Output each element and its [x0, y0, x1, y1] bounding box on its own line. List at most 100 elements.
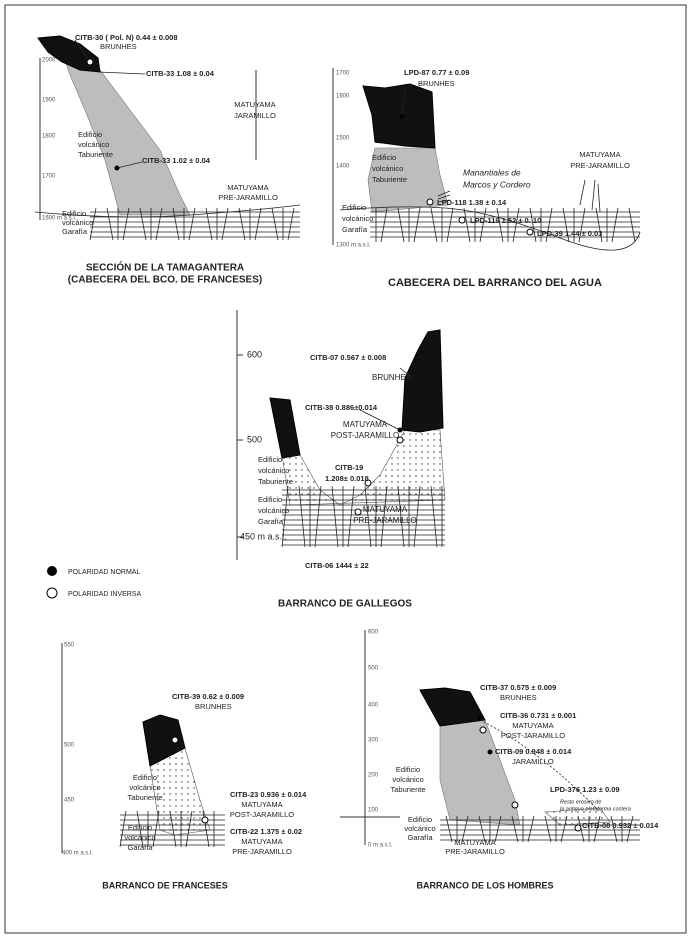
label: LPD-118 1.38 ± 0.14 — [437, 198, 507, 207]
label: 400 — [368, 703, 379, 709]
taburiente-unit — [281, 429, 446, 506]
hatch-line — [560, 815, 568, 843]
normal-polarity-cap — [142, 714, 186, 767]
label: Garafía — [407, 833, 433, 842]
contact — [339, 206, 641, 251]
hatch-line — [445, 815, 453, 843]
label: PRE-JARAMILLO — [353, 516, 417, 525]
label: 1600 m a.s.l. — [42, 216, 77, 222]
label: CITB-37 0.575 ± 0.009 — [480, 683, 556, 692]
label: CITB-09 0.948 ± 0.014 — [495, 747, 572, 756]
label: 550 — [64, 643, 75, 649]
label: 100 — [368, 808, 379, 814]
label: POST-JARAMILLO — [501, 731, 565, 740]
label: Manantiales de — [463, 167, 521, 177]
label: MATUYAMA — [579, 150, 620, 159]
taburiente-unit — [439, 719, 521, 826]
label: 400 m a.s.l. — [62, 851, 93, 857]
label: volcánico — [342, 214, 373, 223]
hatch-line — [430, 485, 438, 548]
label: Garafía — [258, 517, 284, 526]
label: CITB-23 0.936 ± 0.014 — [230, 790, 307, 799]
label: PRE-JARAMILLO — [570, 161, 630, 170]
hatch-line — [364, 485, 372, 548]
hatch-line — [626, 815, 634, 843]
hatch-line — [446, 207, 454, 243]
label: MATUYAMA — [227, 183, 268, 192]
label: CABECERA DEL BARRANCO DEL AGUA — [388, 277, 602, 289]
hatch-line — [172, 207, 180, 241]
label: CITB-38 0.886±0.014 — [305, 403, 378, 412]
shape — [74, 39, 91, 63]
hatch-line — [347, 485, 355, 548]
label: BRUNHES — [195, 702, 232, 711]
label: CITB-36 0.731 ± 0.001 — [500, 711, 576, 720]
hatch-line — [611, 207, 619, 243]
label: PRE-JARAMILLO — [445, 847, 505, 856]
hatch-line — [281, 485, 289, 548]
label: POLARIDAD INVERSA — [68, 591, 141, 598]
label: MATUYAMA — [241, 800, 282, 809]
label: BARRANCO DE LOS HOMBRES — [416, 880, 553, 890]
label: MATUYAMA — [363, 505, 408, 514]
label: MATUYAMA — [343, 420, 388, 429]
shape — [511, 801, 519, 809]
label: 500 — [368, 666, 379, 672]
section-gallegos: 600 500 450 m a.s.l. CITB-07 0.567 ± 0.0… — [236, 310, 446, 610]
label: volcánico — [392, 775, 423, 784]
label: 1900 — [42, 98, 56, 104]
label: LPD-376 1.23 ± 0.09 — [550, 785, 620, 794]
normal-polarity-cap — [362, 83, 436, 149]
hatch-line — [298, 485, 306, 548]
hatch-line — [155, 207, 163, 241]
hatch-line — [122, 207, 130, 241]
hatch-line — [527, 815, 535, 843]
shape — [574, 824, 582, 832]
label: 1800 — [42, 134, 56, 140]
label: 1700 — [42, 174, 56, 180]
hatch-line — [221, 207, 229, 241]
hatch-line — [380, 207, 388, 243]
hatch-line — [331, 485, 339, 548]
label: 1400 — [336, 164, 350, 170]
label: (CABECERA DEL BCO. DE FRANCESES) — [68, 275, 262, 286]
shape — [116, 161, 143, 169]
label: CITB-30 ( Pol. N) 0.44 ± 0.008 — [75, 33, 177, 42]
hatch-line — [593, 815, 601, 843]
label: CITB-08 0.932 ± 0.014 — [582, 821, 659, 830]
shape — [171, 736, 179, 744]
hatch-line — [430, 207, 438, 243]
hatch-line — [397, 207, 405, 243]
hatch-line — [463, 207, 471, 243]
label: POLARIDAD NORMAL — [68, 569, 140, 576]
label: 1600 — [336, 94, 350, 100]
label: BRUNHES — [418, 79, 455, 88]
shape — [479, 726, 487, 734]
label: volcánico — [258, 506, 289, 515]
label: 500 — [247, 434, 262, 444]
shape — [396, 436, 404, 444]
hatch-line — [610, 815, 618, 843]
label: Garafía — [342, 225, 368, 234]
legend: POLARIDAD NORMAL POLARIDAD INVERSA — [46, 566, 141, 599]
hatch-line — [380, 485, 388, 548]
label: POST-JARAMILLO — [331, 431, 399, 440]
label: Taburiente — [372, 175, 407, 184]
hatch-line — [628, 207, 636, 243]
label: volcánico — [129, 783, 160, 792]
label: BARRANCO DE FRANCESES — [102, 880, 228, 890]
sample-inverse — [86, 58, 94, 66]
hatch — [281, 485, 445, 548]
shape — [354, 508, 362, 516]
hatch-line — [496, 207, 504, 243]
normal-polarity-cap — [419, 687, 486, 727]
contact — [34, 204, 301, 218]
label: Edificio — [133, 773, 157, 782]
label: Edificio — [342, 203, 366, 212]
section-tamagantera: 2000 1900 1800 1700 1600 m a.s.l. CITB-3… — [34, 33, 301, 286]
hatch — [89, 207, 300, 241]
label: LPD-87 0.77 ± 0.09 — [404, 68, 469, 77]
label: volcánico — [124, 833, 155, 842]
label: 300 — [368, 738, 379, 744]
label: Taburiente — [127, 793, 162, 802]
